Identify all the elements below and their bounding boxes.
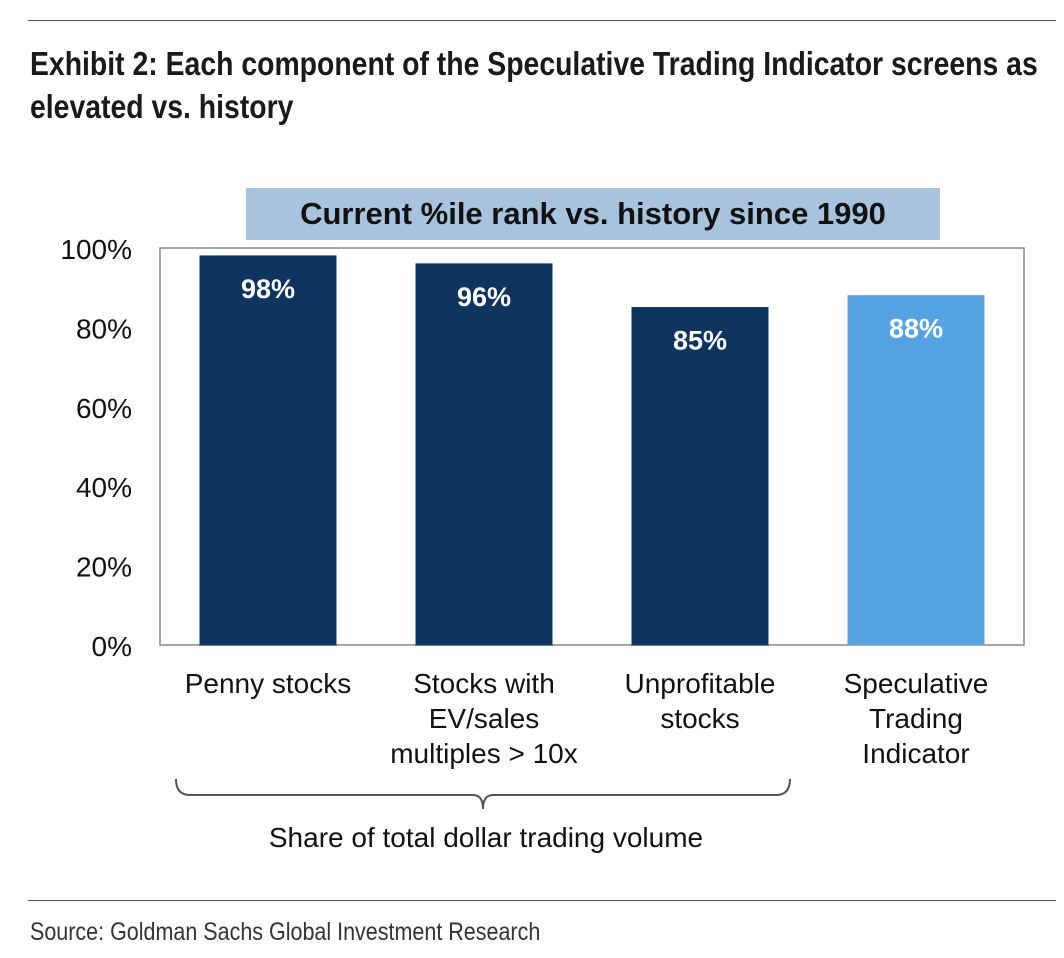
x-category-label: Penny stocks [184, 668, 352, 699]
bar-value-label: 98% [241, 274, 295, 304]
bar [199, 255, 337, 646]
bottom-rule [28, 900, 1056, 901]
group-label: Share of total dollar trading volume [268, 822, 704, 853]
bar [847, 295, 985, 646]
y-tick-label: 80% [76, 313, 132, 344]
x-category-label: Unprofitable stocks [624, 668, 776, 734]
y-tick-label: 60% [76, 393, 132, 424]
y-tick-label: 20% [76, 552, 132, 583]
bar [631, 307, 769, 646]
y-tick-label: 40% [76, 472, 132, 503]
y-tick-label: 100% [60, 234, 132, 265]
source-note: Source: Goldman Sachs Global Investment … [30, 918, 541, 946]
chart-title-highlight [246, 188, 940, 240]
bar-value-label: 88% [889, 314, 943, 344]
x-category-label: Speculative Trading Indicator [843, 668, 989, 769]
bar-value-label: 85% [673, 326, 727, 356]
y-tick-label: 0% [92, 631, 132, 662]
exhibit-title: Exhibit 2: Each component of the Specula… [30, 45, 1038, 125]
group-bracket [175, 778, 791, 810]
x-category-label: Stocks with EV/sales multiples > 10x [390, 668, 578, 769]
bar-value-label: 96% [457, 282, 511, 312]
chart-title: Current %ile rank vs. history since 1990 [300, 196, 886, 231]
top-rule [28, 20, 1056, 21]
plot-frame [159, 247, 1025, 646]
bar [415, 263, 553, 646]
